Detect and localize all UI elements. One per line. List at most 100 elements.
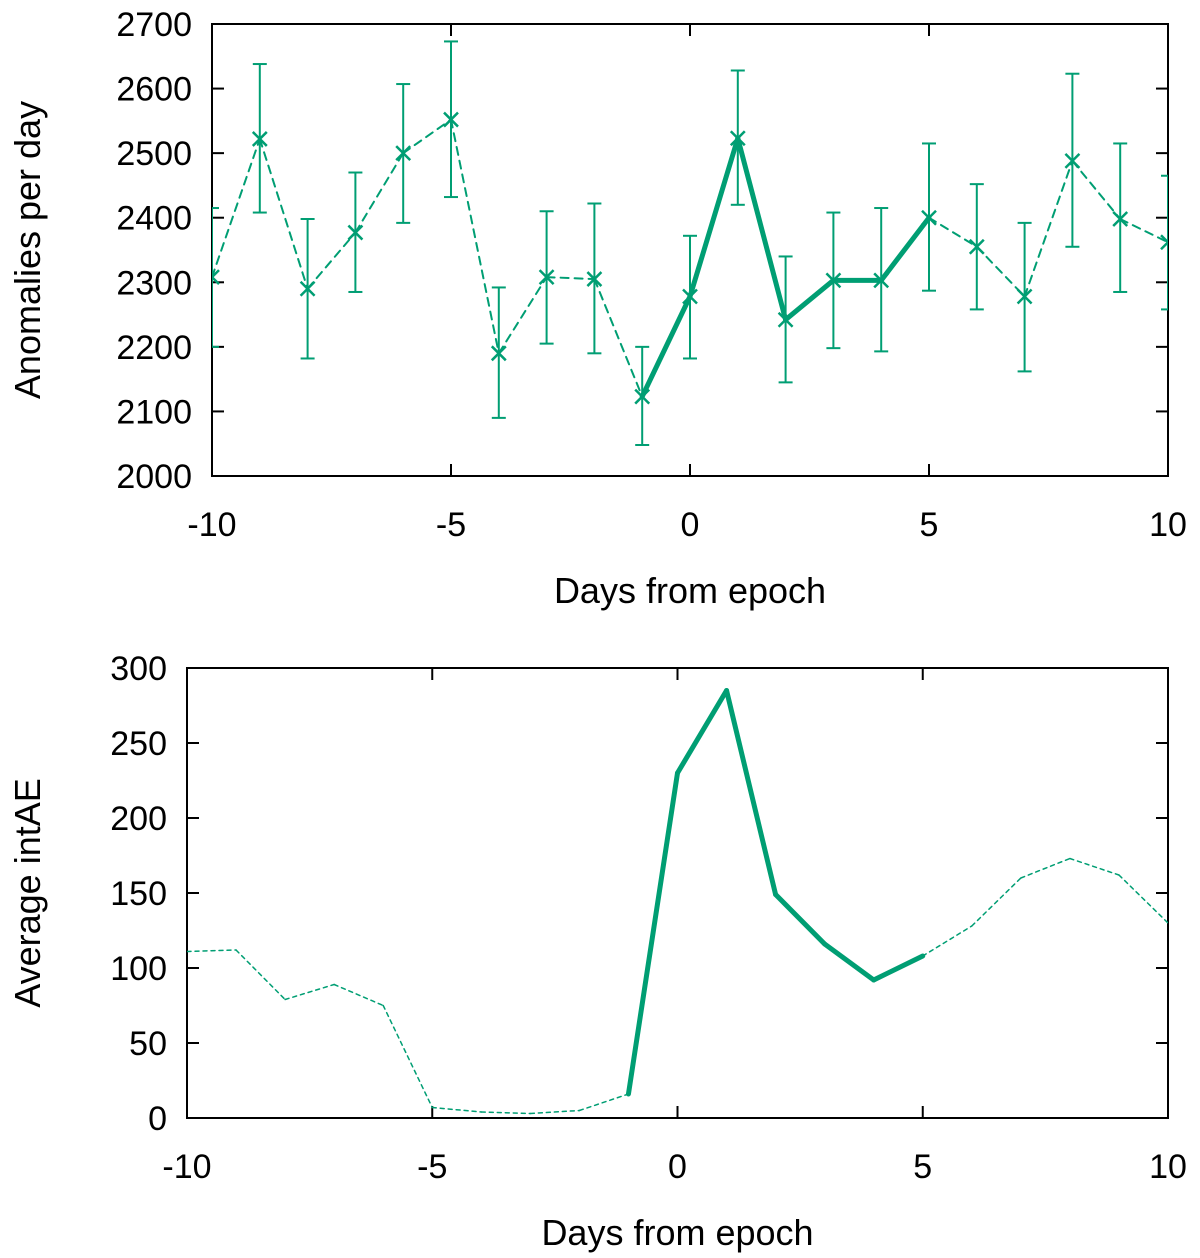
- series-line-segment: [1118, 874, 1168, 924]
- series-line-segment: [497, 276, 548, 355]
- data-point-cross-b: [825, 272, 842, 289]
- y-tick-label: 2600: [116, 71, 192, 109]
- series-line-segment-highlight: [675, 688, 730, 776]
- y-tick-label: 2700: [116, 6, 192, 44]
- data-point: [777, 311, 794, 328]
- data-point: [1112, 211, 1129, 227]
- x-tick-label: 5: [913, 1148, 932, 1186]
- series-line-segment: [431, 1106, 483, 1113]
- data-point-cross-a: [1160, 234, 1168, 245]
- data-point-cross-b: [490, 345, 507, 362]
- plot-area: [187, 688, 1168, 1115]
- series-line-segment: [1023, 159, 1074, 298]
- x-axis-label: Days from epoch: [554, 570, 826, 611]
- x-tick-label: 10: [1149, 1148, 1187, 1186]
- plot-area: [212, 40, 1168, 447]
- y-tick-label: 150: [110, 875, 167, 913]
- data-point-cross-b: [251, 131, 268, 147]
- series-line-segment: [258, 137, 309, 290]
- chart-panel-2: 0 50 100 150 200 250 300 -10 -5 0 5 10 Days from epo…: [7, 650, 1187, 1253]
- series-line-segment: [1069, 857, 1120, 876]
- data-point-cross-b: [443, 111, 459, 128]
- data-point: [299, 280, 316, 297]
- series-line-segment: [480, 1111, 532, 1115]
- data-point: [1160, 234, 1168, 251]
- data-point-cross-b: [873, 272, 890, 289]
- series-line-segment: [1020, 857, 1071, 879]
- series-line-segment: [354, 152, 405, 234]
- data-point-cross-b: [729, 130, 746, 147]
- series-line-segment: [1071, 159, 1122, 221]
- x-tick-label: -10: [187, 506, 236, 544]
- y-tick-label: 2400: [116, 200, 192, 238]
- data-point: [347, 224, 364, 241]
- series-line-segment: [545, 276, 596, 281]
- x-tick-label: 0: [681, 506, 700, 544]
- data-point-cross-b: [299, 280, 316, 297]
- series-line-segment: [450, 118, 500, 355]
- data-point: [212, 269, 220, 286]
- series-line-segment: [1119, 218, 1168, 244]
- series-line-segment: [187, 949, 237, 953]
- data-point: [586, 271, 603, 287]
- plot-frame: [186, 667, 1169, 1119]
- x-tick-label: 0: [668, 1148, 687, 1186]
- chart-panel-1: 2000 2100 2200 2300 2400 2500 2600 2700 -10 -5 0 5 1…: [7, 6, 1187, 611]
- data-point-cross-b: [968, 238, 985, 255]
- y-tick-label: 250: [110, 725, 167, 763]
- y-tick-label: 2300: [116, 264, 192, 302]
- series-line-segment: [382, 1004, 433, 1109]
- data-point: [968, 238, 985, 255]
- y-tick-label: 100: [110, 950, 167, 988]
- data-point: [825, 272, 842, 289]
- series-line-segment: [284, 983, 335, 1001]
- y-tick-label: 2000: [116, 458, 192, 496]
- series-line-segment-highlight: [735, 135, 789, 323]
- data-point-cross-b: [1160, 240, 1168, 251]
- data-point: [873, 272, 890, 289]
- series-line-segment-highlight: [687, 135, 741, 299]
- data-point-cross-b: [634, 388, 651, 405]
- series-line-segment-highlight: [639, 293, 693, 400]
- y-tick-label: 0: [148, 1100, 167, 1138]
- series-line-segment: [922, 925, 973, 957]
- series-line-segment: [971, 877, 1022, 927]
- y-axis-label: Average intAE: [7, 778, 48, 1007]
- data-point: [443, 111, 459, 128]
- series-line-segment: [529, 1109, 581, 1115]
- series-line-segment-highlight: [878, 215, 932, 283]
- data-point: [490, 345, 507, 362]
- x-tick-label: 5: [920, 506, 939, 544]
- y-axis-label: Anomalies per day: [7, 101, 48, 399]
- data-point-cross-b: [682, 288, 698, 305]
- data-point-cross-b: [347, 224, 364, 241]
- series-line-segment-highlight: [625, 770, 680, 1097]
- error-bar: [1161, 174, 1168, 311]
- series-line-segment: [212, 137, 261, 279]
- y-tick-label: 2500: [116, 135, 192, 173]
- series-line-segment-highlight: [724, 688, 779, 897]
- data-point-cross-b: [395, 145, 412, 162]
- data-point-cross-b: [212, 269, 220, 279]
- y-tick-label: 300: [110, 650, 167, 688]
- y-tick-label: 2100: [116, 393, 192, 431]
- series-line-segment: [578, 1093, 630, 1112]
- data-point-cross-b: [586, 271, 603, 287]
- y-tick-label: 2200: [116, 329, 192, 367]
- data-point: [729, 130, 746, 147]
- data-point-cross-b: [1064, 153, 1081, 169]
- data-point: [251, 131, 268, 147]
- data-point: [538, 269, 555, 286]
- x-tick-label: 10: [1149, 506, 1187, 544]
- x-tick-label: -10: [162, 1148, 211, 1186]
- data-point: [634, 388, 651, 405]
- data-point-cross-b: [921, 209, 937, 226]
- series-line-segment: [928, 216, 978, 248]
- y-tick-label: 50: [129, 1025, 167, 1063]
- data-point-cross-a: [212, 275, 220, 286]
- data-point-cross-b: [538, 269, 555, 286]
- series-line-segment-highlight: [773, 892, 828, 947]
- x-tick-label: -5: [417, 1148, 447, 1186]
- data-point: [1064, 153, 1081, 169]
- data-point: [1016, 288, 1033, 305]
